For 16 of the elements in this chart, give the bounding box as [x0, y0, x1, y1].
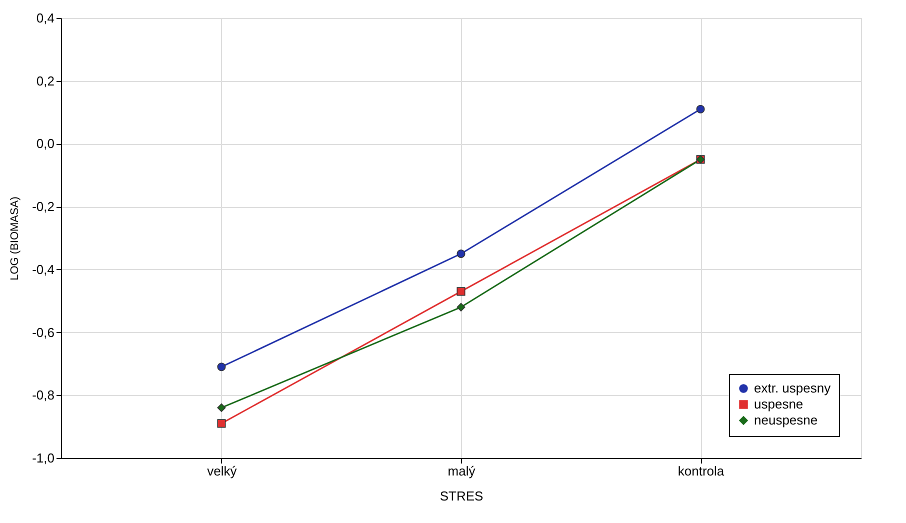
- y-tick-label: 0,0: [36, 136, 54, 152]
- x-tick-label: velký: [207, 464, 238, 478]
- y-axis-title: LOG (BIOMASA): [9, 196, 22, 280]
- x-tick-label: kontrola: [678, 464, 725, 478]
- x-axis-title: STRES: [440, 488, 484, 504]
- y-tick-label: 0,2: [36, 73, 54, 88]
- y-tick-label: -0,4: [32, 262, 54, 277]
- y-tick-label: 0,4: [36, 10, 54, 26]
- x-tick-label: malý: [448, 464, 476, 478]
- y-tick-label: -1,0: [32, 450, 54, 466]
- y-tick-label: -0,2: [32, 199, 54, 214]
- y-tick-label: -0,6: [32, 324, 54, 340]
- legend-label: neuspesne: [754, 412, 818, 428]
- legend-label: uspesne: [754, 396, 804, 412]
- y-tick-label: -0,8: [32, 388, 54, 403]
- legend-label: extr. uspesny: [754, 380, 832, 396]
